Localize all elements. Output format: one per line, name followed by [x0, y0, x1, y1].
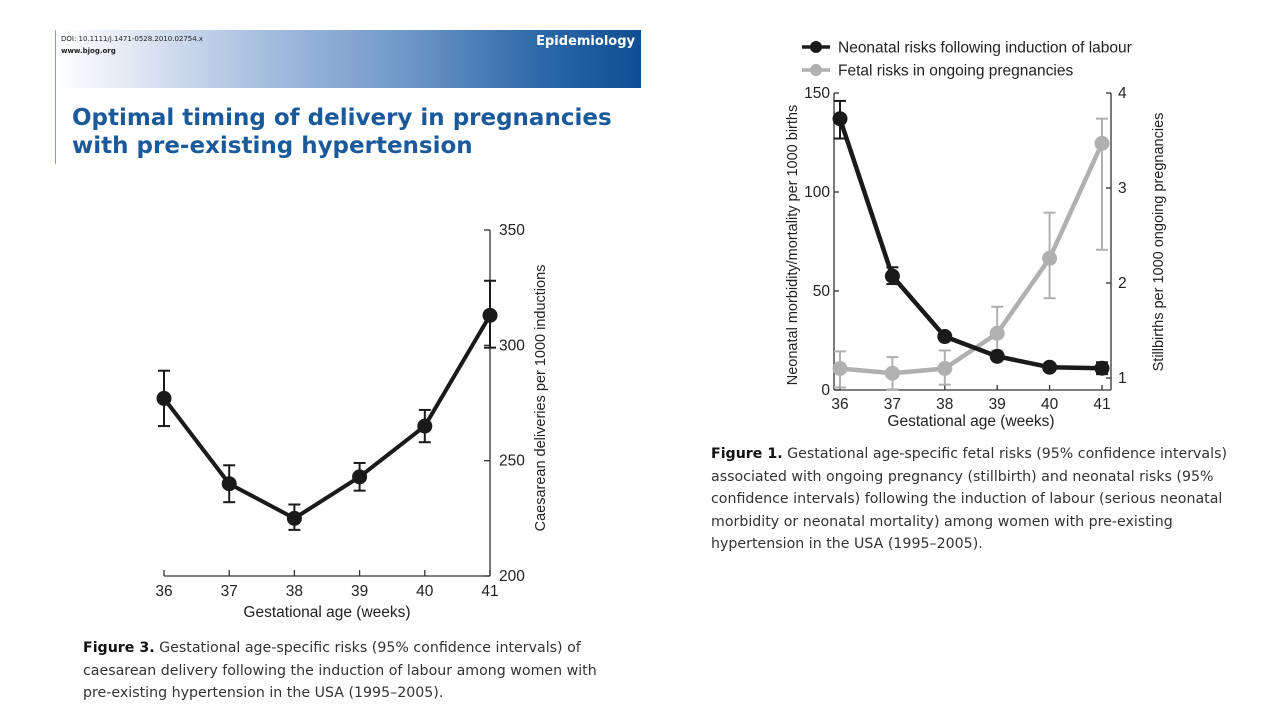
- figure-3-caption-label: Figure 3.: [83, 640, 155, 656]
- figure-3-y-axis-label: Caesarean deliveries per 1000 inductions: [533, 265, 549, 532]
- caesarean-point: [156, 390, 172, 406]
- x-tick-label: 41: [481, 583, 498, 600]
- figure-3-marks: [156, 279, 498, 531]
- figure-1-caption: Figure 1. Gestational age-specific fetal…: [711, 443, 1246, 556]
- figure-1-caption-label: Figure 1.: [711, 446, 783, 462]
- x-tick-label: 37: [221, 583, 238, 600]
- caesarean-point: [286, 510, 302, 526]
- caesarean-line: [162, 314, 492, 521]
- x-tick-label: 36: [155, 583, 172, 600]
- figure-3-x-axis-label: Gestational age (weeks): [243, 604, 410, 621]
- journal-header-banner: DOI: 10.1111/j.1471-0528.2010.02754.x ww…: [55, 30, 641, 88]
- caesarean-point: [417, 418, 433, 434]
- x-tick-label: 39: [351, 583, 368, 600]
- doi-text: DOI: 10.1111/j.1471-0528.2010.02754.x: [61, 35, 204, 43]
- figure-1-caption-text: Gestational age-specific fetal risks (95…: [711, 446, 1227, 552]
- header-left-rule: [55, 30, 56, 164]
- figure-3-caption-text: Gestational age-specific risks (95% conf…: [83, 640, 597, 701]
- x-tick-label: 38: [286, 583, 303, 600]
- journal-website: www.bjog.org: [61, 47, 116, 55]
- caesarean-point: [482, 307, 498, 323]
- x-tick-label: 40: [416, 583, 434, 600]
- caesarean-point: [352, 469, 368, 485]
- caesarean-point: [221, 476, 237, 492]
- section-label: Epidemiology: [536, 34, 635, 49]
- y-tick-label: 350: [499, 222, 525, 239]
- y-tick-label: 200: [499, 568, 525, 585]
- article-title: Optimal timing of delivery in pregnancie…: [72, 105, 612, 159]
- figure-3-caption: Figure 3. Gestational age-specific risks…: [83, 637, 618, 705]
- y-tick-label: 250: [499, 453, 525, 470]
- y-tick-label: 300: [499, 337, 525, 354]
